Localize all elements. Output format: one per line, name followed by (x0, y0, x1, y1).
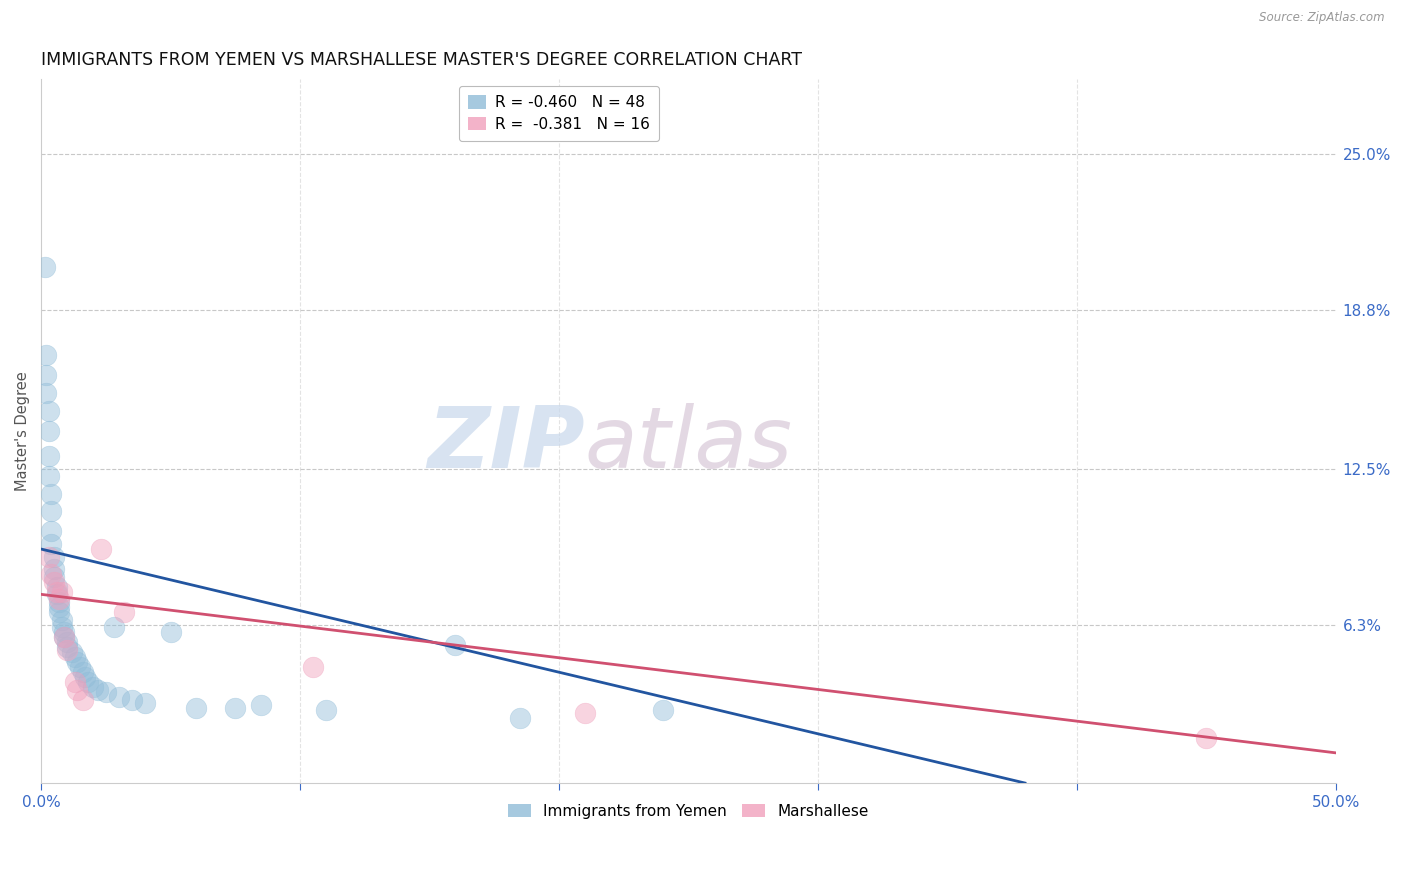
Point (41, 504, 63, 518)
Point (66, 655, 89, 669)
Point (82, 681, 104, 695)
Text: IMMIGRANTS FROM YEMEN VS MARSHALLESE MASTER'S DEGREE CORRELATION CHART: IMMIGRANTS FROM YEMEN VS MARSHALLESE MAS… (41, 51, 801, 69)
Y-axis label: Master's Degree: Master's Degree (15, 371, 30, 491)
Point (41, 486, 63, 500)
Point (444, 638, 467, 652)
Point (53, 630, 76, 644)
Point (315, 703, 337, 717)
Point (75, 670, 97, 684)
Point (69, 660, 91, 674)
Point (112, 605, 135, 619)
Text: Source: ZipAtlas.com: Source: ZipAtlas.com (1260, 11, 1385, 24)
Point (56, 640, 79, 655)
Point (42, 562, 65, 576)
Point (38, 469, 60, 483)
Point (41, 524, 63, 539)
Point (48, 605, 70, 619)
Point (51, 584, 73, 599)
Point (42, 574, 65, 589)
Point (35, 368, 58, 383)
Point (134, 696, 156, 710)
Point (302, 660, 325, 674)
Point (651, 703, 673, 717)
Point (48, 592, 70, 607)
Point (38, 403, 60, 417)
Point (45, 584, 67, 599)
Point (60, 645, 83, 659)
Point (1195, 731, 1218, 745)
Point (42, 549, 65, 564)
Point (48, 599, 70, 614)
Point (53, 625, 76, 640)
Point (35, 348, 58, 362)
Point (34, 260, 56, 275)
Point (51, 613, 73, 627)
Point (94, 685, 117, 699)
Point (186, 700, 208, 714)
Point (63, 650, 86, 665)
Point (41, 537, 63, 551)
Point (90, 542, 112, 557)
Point (51, 620, 73, 634)
Point (45, 587, 67, 601)
Text: atlas: atlas (585, 403, 793, 486)
Point (72, 693, 94, 707)
Legend: Immigrants from Yemen, Marshallese: Immigrants from Yemen, Marshallese (502, 797, 875, 825)
Point (509, 711, 531, 725)
Point (250, 698, 273, 712)
Point (53, 630, 76, 644)
Point (103, 620, 125, 634)
Point (87, 682, 110, 697)
Point (56, 635, 79, 649)
Point (66, 682, 89, 697)
Point (574, 706, 596, 720)
Point (76, 675, 98, 690)
Point (72, 665, 94, 680)
Point (56, 642, 79, 657)
Point (42, 570, 65, 584)
Point (35, 386, 58, 401)
Point (41, 567, 63, 582)
Point (38, 424, 60, 438)
Point (107, 690, 129, 705)
Point (38, 549, 60, 564)
Point (224, 700, 246, 714)
Point (48, 595, 70, 609)
Point (121, 693, 143, 707)
Point (38, 449, 60, 463)
Point (159, 625, 181, 640)
Point (63, 675, 86, 690)
Point (45, 580, 67, 594)
Text: ZIP: ZIP (427, 403, 585, 486)
